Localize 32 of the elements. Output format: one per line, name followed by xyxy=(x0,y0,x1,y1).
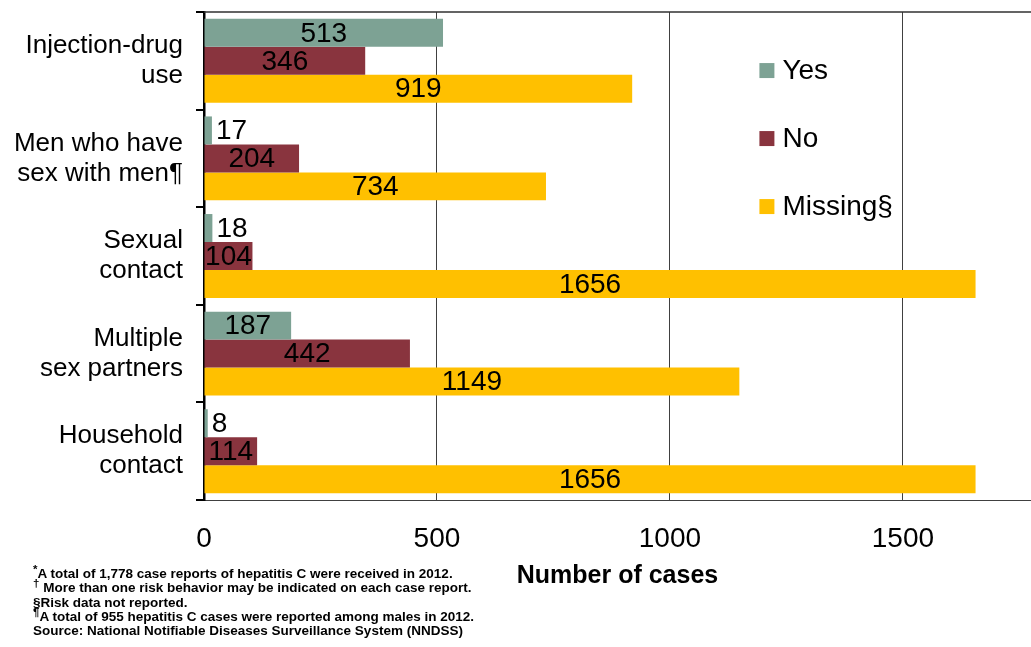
x-tick-label: 1500 xyxy=(871,521,935,553)
x-tick-label: 0 xyxy=(196,521,212,553)
data-label: 187 xyxy=(224,309,272,341)
legend-label: Missing§ xyxy=(782,190,893,222)
source-note: Source: National Notifiable Diseases Surveillance System (NNDSS) xyxy=(33,623,464,639)
data-label: 734 xyxy=(351,170,399,202)
data-label: 104 xyxy=(205,239,252,271)
data-label: 1656 xyxy=(558,462,622,494)
legend-label: Yes xyxy=(782,54,829,86)
y-tick-label: Sexual contact xyxy=(99,224,184,285)
data-label: 442 xyxy=(283,337,331,369)
bar xyxy=(204,116,212,145)
legend-label: No xyxy=(782,122,819,154)
bar xyxy=(204,46,366,75)
data-label: 1656 xyxy=(558,267,622,299)
bar xyxy=(204,74,633,103)
data-label: 1149 xyxy=(441,365,503,397)
y-tick-label: Men who have sex with men¶ xyxy=(13,126,183,187)
y-tick-label: Injection-drug use xyxy=(25,29,183,89)
x-axis-title: Number of cases xyxy=(516,559,719,588)
data-label: 919 xyxy=(394,72,442,104)
y-tick-label: Household contact xyxy=(58,419,184,480)
bar xyxy=(204,339,410,368)
bar xyxy=(204,18,444,47)
x-tick-label: 1000 xyxy=(638,521,702,553)
bar xyxy=(204,465,976,494)
x-tick-label: 500 xyxy=(413,521,461,553)
bar xyxy=(204,409,208,438)
y-tick-label: Multiple sex partners xyxy=(39,321,183,382)
bar xyxy=(204,367,740,396)
bar xyxy=(204,269,976,298)
bar xyxy=(204,172,546,201)
